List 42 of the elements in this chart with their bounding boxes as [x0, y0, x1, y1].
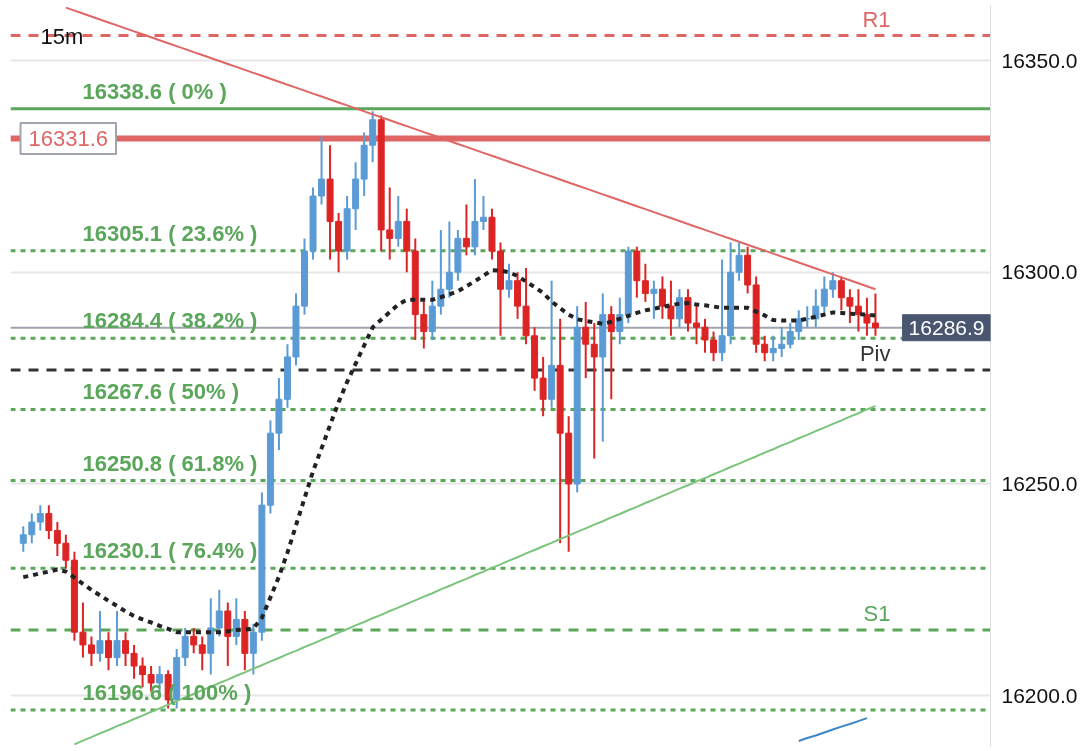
- ref-line-label: 16250.8 ( 61.8% ): [82, 450, 258, 476]
- candlestick: [462, 203, 470, 257]
- candlestick: [505, 262, 513, 299]
- candlestick: [658, 275, 666, 320]
- candlestick: [105, 631, 112, 672]
- ref-line-label: 16230.1 ( 76.4% ): [82, 538, 258, 564]
- ref-line-label: 16305.1 ( 23.6% ): [82, 220, 258, 246]
- candlestick: [735, 241, 743, 282]
- candlestick: [445, 220, 453, 299]
- ref-line-label: 16267.6 ( 50% ): [82, 379, 240, 405]
- candlestick: [641, 262, 649, 303]
- ref-line-label: S1: [863, 601, 891, 627]
- y-tick-label: 16250.0: [1001, 471, 1078, 495]
- candlestick: [45, 504, 53, 541]
- candlestick: [249, 622, 257, 676]
- ref-line-label: 16331.6: [28, 125, 109, 151]
- line-series: [797, 717, 868, 742]
- ref-line-label: 16286.9: [908, 315, 985, 339]
- ref-line-label: 16338.6 ( 0% ): [82, 78, 227, 104]
- annotation: 15m: [40, 23, 84, 49]
- candlestick: [582, 300, 590, 380]
- candlestick: [198, 635, 206, 672]
- candlestick: [215, 588, 223, 638]
- y-tick-label: 16200.0: [1001, 683, 1078, 707]
- candlestick: [829, 271, 837, 299]
- candlestick: [667, 279, 675, 337]
- candlestick: [820, 275, 828, 316]
- candlestick: [590, 322, 598, 460]
- candlestick: [36, 504, 44, 532]
- y-tick-label: 16300.0: [1001, 260, 1078, 284]
- ref-line-label: R1: [862, 6, 891, 32]
- candlestick: [181, 626, 189, 668]
- ref-line-label: Piv: [859, 341, 891, 367]
- candlestick: [675, 288, 683, 329]
- candlestick: [718, 258, 726, 363]
- candlestick: [96, 610, 104, 663]
- y-tick-label: 16350.0: [1001, 48, 1078, 72]
- candlestick: [394, 195, 402, 248]
- ref-line-label: 16284.4 ( 38.2% ): [82, 308, 258, 334]
- candlestick: [113, 610, 121, 668]
- candlestick: [190, 626, 198, 655]
- candlestick: [650, 279, 658, 320]
